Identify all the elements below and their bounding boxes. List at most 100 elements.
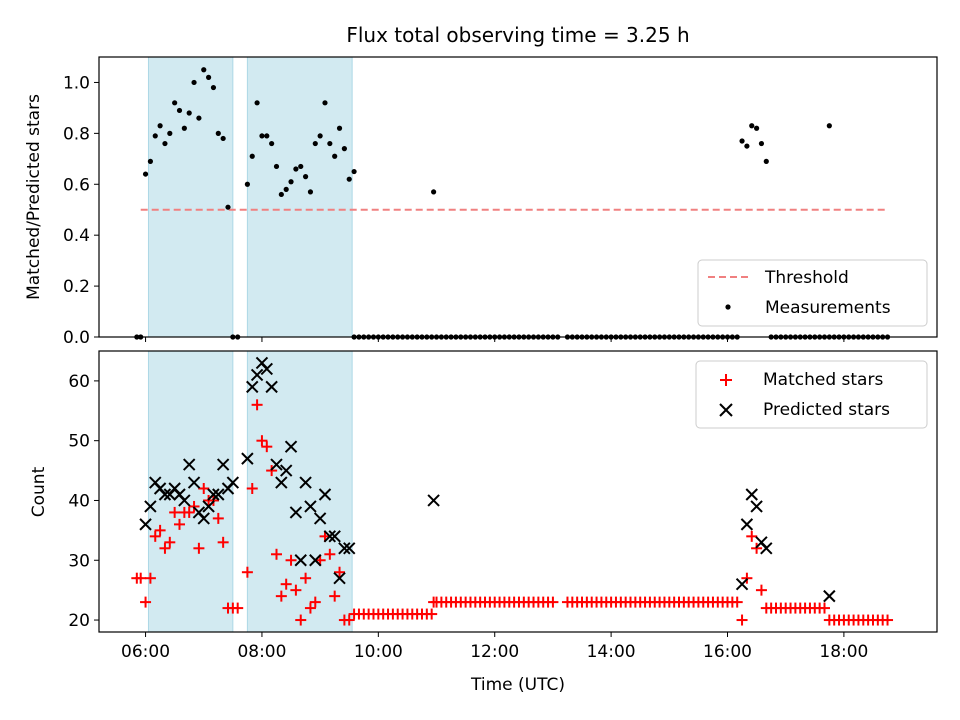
matched-star-point xyxy=(280,578,292,590)
top-shaded-spans xyxy=(147,56,353,338)
matched-star-point xyxy=(169,506,181,518)
measurement-point xyxy=(157,123,163,129)
matched-star-point xyxy=(198,483,210,495)
matched-star-point xyxy=(882,614,894,626)
measurement-point xyxy=(283,186,289,192)
measurement-point xyxy=(351,168,357,175)
matched-star-point xyxy=(140,596,152,608)
y-tick-label: 0.6 xyxy=(63,175,90,195)
measurement-point xyxy=(753,125,760,131)
matched-star-point xyxy=(290,584,302,596)
matched-star-point xyxy=(426,608,438,620)
matched-star-point xyxy=(232,602,244,614)
measurement-point xyxy=(758,140,765,147)
measurement-point xyxy=(176,107,183,114)
matched-star-point xyxy=(329,590,341,602)
predicted-star-point xyxy=(226,476,240,489)
measurement-point xyxy=(254,100,260,106)
shaded-span xyxy=(246,350,353,633)
measurement-point xyxy=(181,125,187,131)
matched-star-point xyxy=(334,566,346,578)
y-tick-label: 1.0 xyxy=(63,73,90,93)
matched-star-point xyxy=(149,530,161,542)
predicted-star-point xyxy=(216,458,230,471)
measurement-point xyxy=(172,100,178,106)
matched-star-point xyxy=(300,572,312,584)
matched-star-point xyxy=(164,536,176,548)
measurement-point xyxy=(273,163,280,170)
predicted-star-point xyxy=(289,506,303,519)
x-tick-label: 14:00 xyxy=(587,642,636,662)
matched-star-point xyxy=(256,435,268,447)
bottom-chart: 20 30 40 50 60 06:00 08:00 10:00 12:00 14:00 16:0… xyxy=(29,350,938,695)
top-legend-box xyxy=(697,259,928,327)
measurement-point xyxy=(167,130,173,136)
predicted-star-point xyxy=(318,488,332,501)
measurement-point xyxy=(220,135,226,142)
matched-star-point xyxy=(135,572,147,584)
measurement-point xyxy=(332,153,338,159)
predicted-star-point xyxy=(139,518,152,531)
predicted-star-point xyxy=(212,488,225,501)
predicted-star-point xyxy=(309,554,322,567)
predicted-star-point xyxy=(333,571,346,585)
bottom-y-ticks: 20 30 40 50 60 xyxy=(68,372,99,631)
matched-star-point xyxy=(818,602,830,614)
legend-matched-swatch xyxy=(720,374,732,386)
predicted-star-point xyxy=(182,458,196,471)
x-tick-label: 06:00 xyxy=(121,642,170,662)
predicted-star-point xyxy=(427,494,440,507)
top-y-ticks: 0.0 0.2 0.4 0.6 0.8 1.0 xyxy=(63,73,99,348)
bottom-x-axis-label: Time (UTC) xyxy=(470,675,565,695)
predicted-star-point xyxy=(246,380,259,394)
shaded-span xyxy=(147,56,234,338)
matched-star-point xyxy=(547,596,559,608)
measurement-point xyxy=(205,74,212,80)
predicted-star-point xyxy=(299,476,312,489)
legend-predicted-swatch xyxy=(719,403,733,417)
measurement-point xyxy=(225,204,231,210)
legend-matched-label: Matched stars xyxy=(763,370,883,390)
measurement-point xyxy=(152,133,158,139)
predicted-star-point xyxy=(178,494,191,507)
y-tick-label: 50 xyxy=(68,432,90,452)
legend-measurements-label: Measurements xyxy=(765,298,891,318)
predicted-star-point xyxy=(750,500,763,513)
shaded-span xyxy=(246,56,353,338)
matched-star-point xyxy=(174,518,186,530)
measurement-point xyxy=(244,181,250,187)
predicted-star-point xyxy=(740,518,754,531)
matched-star-point xyxy=(285,554,297,566)
top-y-axis-label: Matched/Predicted stars xyxy=(24,94,44,300)
predicted-star-point xyxy=(241,452,254,465)
predicted-star-point xyxy=(304,500,317,513)
bottom-y-axis-label: Count xyxy=(29,466,49,517)
y-tick-label: 0.8 xyxy=(63,124,90,144)
matched-star-point xyxy=(343,614,355,626)
predicted-star-point xyxy=(250,368,264,382)
predicted-star-point xyxy=(279,464,293,477)
measurement-point xyxy=(749,123,755,129)
y-tick-label: 20 xyxy=(68,611,90,631)
matched-star-point xyxy=(251,399,263,411)
measurement-point xyxy=(196,115,202,121)
measurement-point xyxy=(322,100,328,106)
predicted-star-point xyxy=(328,530,341,543)
matched-star-point xyxy=(154,524,166,536)
y-tick-label: 0.0 xyxy=(63,328,90,348)
matched-star-point xyxy=(295,614,307,626)
legend-predicted-label: Predicted stars xyxy=(763,400,890,420)
matched-star-point xyxy=(144,572,156,584)
measurement-point xyxy=(312,140,318,147)
predicted-star-point xyxy=(338,542,351,555)
predicted-star-point xyxy=(323,530,337,543)
matched-star-point xyxy=(746,530,758,542)
predicted-star-point xyxy=(144,500,157,513)
measurement-point xyxy=(293,166,299,172)
measurement-point xyxy=(341,146,347,152)
measurement-point xyxy=(201,67,207,73)
x-tick-label: 12:00 xyxy=(470,642,519,662)
predicted-star-point xyxy=(265,380,278,394)
